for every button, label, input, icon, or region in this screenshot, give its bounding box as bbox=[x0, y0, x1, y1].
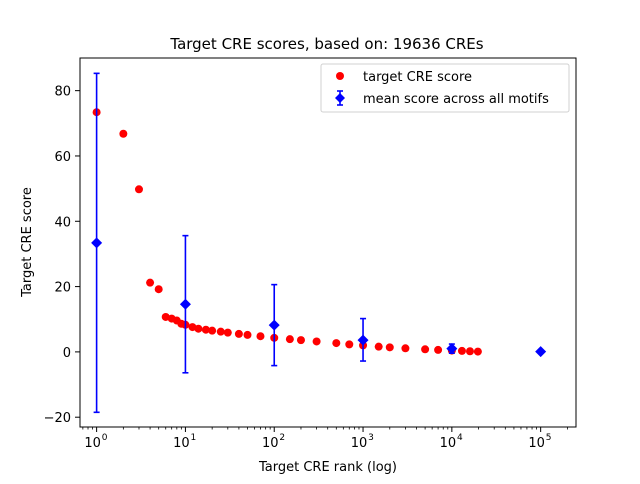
target-score-point bbox=[473, 347, 482, 356]
legend-box bbox=[320, 63, 570, 113]
target-score-point bbox=[154, 285, 163, 294]
plot-area bbox=[91, 72, 547, 414]
y-tick-label: 40 bbox=[54, 215, 71, 230]
mean-score-point bbox=[535, 346, 547, 358]
target-score-point bbox=[332, 339, 341, 348]
target-score-point bbox=[312, 337, 321, 346]
target-score-point bbox=[285, 335, 294, 344]
target-score-point bbox=[345, 340, 354, 349]
mean-score-point bbox=[268, 319, 280, 331]
x-tick-exponent: 1 bbox=[191, 433, 197, 443]
target-score-point bbox=[465, 347, 474, 356]
mean-score-point bbox=[179, 298, 191, 310]
target-score-point bbox=[243, 330, 252, 339]
y-tick-label: −20 bbox=[44, 411, 71, 426]
target-score-point bbox=[401, 344, 410, 353]
x-tick-label: 10 bbox=[440, 436, 457, 451]
target-score-point bbox=[134, 185, 143, 194]
target-score-point bbox=[434, 345, 443, 354]
x-tick-label: 10 bbox=[351, 436, 368, 451]
legend-marker-target bbox=[336, 72, 344, 80]
x-tick-label: 10 bbox=[262, 436, 279, 451]
legend-label-target: target CRE score bbox=[363, 70, 472, 85]
target-score-point bbox=[421, 345, 430, 354]
target-score-point bbox=[385, 343, 394, 352]
target-score-point bbox=[256, 332, 265, 341]
x-tick-exponent: 5 bbox=[546, 433, 552, 443]
legend-label-mean: mean score across all motifs bbox=[363, 92, 549, 107]
target-score-point bbox=[223, 328, 232, 337]
x-tick-exponent: 4 bbox=[457, 433, 463, 443]
x-axis-label: Target CRE rank (log) bbox=[258, 460, 397, 475]
x-tick-exponent: 3 bbox=[368, 433, 374, 443]
y-axis-label: Target CRE score bbox=[20, 187, 35, 298]
target-score-point bbox=[216, 327, 225, 336]
mean-score-point bbox=[357, 334, 369, 346]
x-tick-exponent: 2 bbox=[279, 433, 285, 443]
target-score-point bbox=[201, 325, 210, 334]
mean-score-point bbox=[91, 237, 103, 249]
chart-title: Target CRE scores, based on: 19636 CREs bbox=[169, 35, 483, 53]
target-score-point bbox=[194, 324, 203, 333]
legend-marker-mean bbox=[335, 93, 345, 103]
target-score-point bbox=[296, 336, 305, 345]
target-score-point bbox=[374, 342, 383, 351]
target-score-point bbox=[457, 346, 466, 355]
y-tick-label: 60 bbox=[54, 150, 71, 165]
y-tick-label: 20 bbox=[54, 281, 71, 296]
target-score-point bbox=[234, 329, 243, 338]
x-tick-exponent: 0 bbox=[102, 433, 108, 443]
x-tick-label: 10 bbox=[84, 436, 101, 451]
x-tick-label: 10 bbox=[173, 436, 190, 451]
mean-score-point bbox=[446, 343, 458, 355]
target-score-point bbox=[119, 129, 128, 138]
legend: target CRE score mean score across all mo… bbox=[320, 63, 570, 113]
y-tick-label: 0 bbox=[63, 346, 71, 361]
target-score-point bbox=[208, 326, 217, 335]
target-score-point bbox=[146, 278, 155, 287]
x-tick-label: 10 bbox=[528, 436, 545, 451]
y-tick-label: 80 bbox=[54, 85, 71, 100]
